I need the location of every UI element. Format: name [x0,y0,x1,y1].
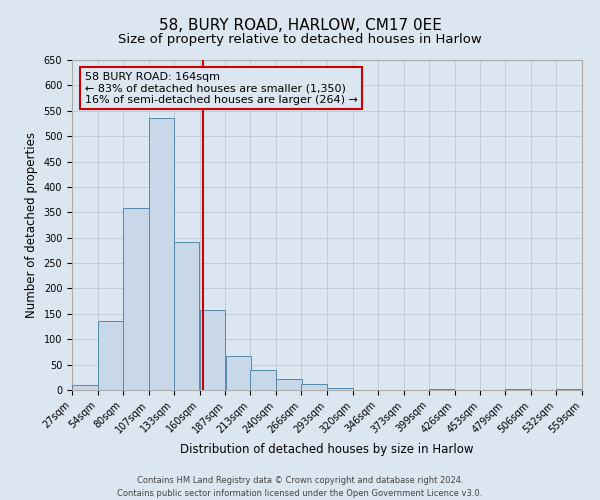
Bar [98,321,124,390]
Bar [174,242,199,390]
Bar [149,118,175,390]
Bar [277,379,302,390]
Bar [123,208,149,390]
Text: 58, BURY ROAD, HARLOW, CM17 0EE: 58, BURY ROAD, HARLOW, CM17 0EE [158,18,442,32]
Bar [226,356,251,390]
X-axis label: Distribution of detached houses by size in Harlow: Distribution of detached houses by size … [180,443,474,456]
Text: Size of property relative to detached houses in Harlow: Size of property relative to detached ho… [118,32,482,46]
Text: Contains HM Land Registry data © Crown copyright and database right 2024.
Contai: Contains HM Land Registry data © Crown c… [118,476,482,498]
Y-axis label: Number of detached properties: Number of detached properties [25,132,38,318]
Bar [250,370,276,390]
Bar [72,385,98,390]
Bar [200,310,225,390]
Bar [556,389,582,390]
Bar [301,384,327,390]
Bar [327,388,353,390]
Text: 58 BURY ROAD: 164sqm
← 83% of detached houses are smaller (1,350)
16% of semi-de: 58 BURY ROAD: 164sqm ← 83% of detached h… [85,72,358,105]
